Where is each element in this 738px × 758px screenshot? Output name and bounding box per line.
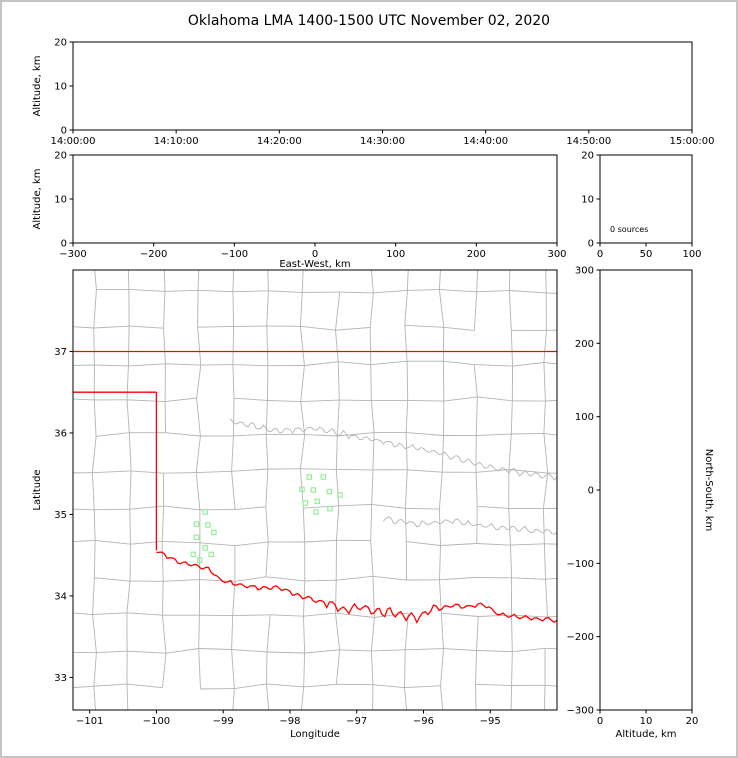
svg-text:−99: −99 bbox=[213, 716, 234, 727]
lma-source-point bbox=[310, 487, 317, 493]
svg-text:14:40:00: 14:40:00 bbox=[463, 136, 508, 147]
svg-text:14:10:00: 14:10:00 bbox=[154, 136, 199, 147]
source-count-annotation: 0 sources bbox=[610, 225, 648, 234]
svg-text:East-West, km: East-West, km bbox=[279, 259, 350, 270]
svg-text:20: 20 bbox=[581, 151, 594, 162]
svg-text:36: 36 bbox=[54, 428, 67, 439]
lma-source-point bbox=[211, 529, 217, 536]
panel-altitude-vs-north-south bbox=[599, 269, 693, 711]
panel-altitude-vs-east-west bbox=[72, 154, 558, 244]
lma-source-point bbox=[302, 500, 309, 506]
figure-title: Oklahoma LMA 1400-1500 UTC November 02, … bbox=[187, 13, 551, 29]
svg-text:10: 10 bbox=[581, 195, 594, 206]
svg-text:0: 0 bbox=[61, 239, 67, 250]
svg-text:100: 100 bbox=[575, 412, 594, 423]
svg-text:37: 37 bbox=[54, 347, 67, 358]
lma-source-point bbox=[202, 545, 208, 551]
svg-text:0: 0 bbox=[312, 249, 318, 260]
svg-text:−101: −101 bbox=[76, 716, 103, 727]
map-layers bbox=[73, 270, 557, 710]
lma-source-point bbox=[327, 505, 333, 512]
svg-text:14:50:00: 14:50:00 bbox=[566, 136, 611, 147]
lma-source-point bbox=[197, 557, 203, 563]
lma-source-point bbox=[190, 551, 196, 558]
svg-text:14:20:00: 14:20:00 bbox=[257, 136, 302, 147]
svg-text:North-South, km: North-South, km bbox=[703, 449, 714, 532]
svg-text:0: 0 bbox=[597, 249, 603, 260]
svg-text:Longitude: Longitude bbox=[290, 729, 340, 740]
svg-text:−100: −100 bbox=[143, 716, 170, 727]
svg-text:−95: −95 bbox=[480, 716, 501, 727]
svg-text:−300: −300 bbox=[59, 249, 86, 260]
svg-text:100: 100 bbox=[682, 249, 701, 260]
svg-text:20: 20 bbox=[54, 38, 67, 49]
lma-source-point bbox=[205, 522, 211, 528]
svg-text:−96: −96 bbox=[413, 716, 434, 727]
svg-text:Altitude, km: Altitude, km bbox=[32, 56, 43, 117]
svg-text:−98: −98 bbox=[279, 716, 300, 727]
lma-source-point bbox=[202, 509, 208, 515]
lma-source-point bbox=[299, 486, 305, 492]
svg-text:200: 200 bbox=[467, 249, 486, 260]
svg-text:Altitude, km: Altitude, km bbox=[616, 729, 677, 740]
river-lines bbox=[229, 418, 557, 535]
lma-source-point bbox=[306, 474, 313, 480]
panel-plan-view-map bbox=[72, 269, 558, 711]
svg-text:−100: −100 bbox=[567, 559, 594, 570]
svg-text:−200: −200 bbox=[567, 632, 594, 643]
county-lines bbox=[73, 270, 557, 710]
svg-text:−300: −300 bbox=[567, 706, 594, 717]
lma-source-point bbox=[193, 534, 200, 541]
svg-text:50: 50 bbox=[640, 249, 653, 260]
panel-altitude-vs-time bbox=[72, 41, 693, 131]
svg-text:0: 0 bbox=[588, 239, 594, 250]
svg-text:100: 100 bbox=[386, 249, 405, 260]
svg-text:33: 33 bbox=[54, 673, 67, 684]
svg-text:10: 10 bbox=[54, 82, 67, 93]
svg-text:14:00:00: 14:00:00 bbox=[51, 136, 96, 147]
svg-text:34: 34 bbox=[54, 591, 67, 602]
svg-text:10: 10 bbox=[54, 195, 67, 206]
panel-source-histogram bbox=[599, 154, 693, 244]
lma-source-point bbox=[320, 474, 327, 480]
svg-text:200: 200 bbox=[575, 339, 594, 350]
svg-text:−97: −97 bbox=[346, 716, 367, 727]
svg-text:20: 20 bbox=[686, 716, 699, 727]
svg-text:35: 35 bbox=[54, 510, 67, 521]
lma-source-point bbox=[326, 488, 333, 495]
svg-text:Altitude, km: Altitude, km bbox=[32, 169, 43, 230]
svg-text:0: 0 bbox=[61, 126, 67, 137]
oklahoma-state-border bbox=[73, 350, 557, 624]
lma-source-point bbox=[208, 551, 214, 558]
lma-source-markers bbox=[190, 474, 343, 563]
svg-text:300: 300 bbox=[547, 249, 566, 260]
lma-source-point bbox=[193, 521, 200, 527]
svg-text:300: 300 bbox=[575, 266, 594, 277]
lma-source-point bbox=[337, 492, 343, 498]
svg-text:14:30:00: 14:30:00 bbox=[360, 136, 405, 147]
svg-text:Latitude: Latitude bbox=[32, 469, 43, 510]
svg-text:10: 10 bbox=[640, 716, 653, 727]
svg-text:15:00:00: 15:00:00 bbox=[670, 136, 715, 147]
svg-text:−100: −100 bbox=[221, 249, 248, 260]
lma-source-point bbox=[314, 498, 321, 505]
svg-text:0: 0 bbox=[597, 716, 603, 727]
lma-source-point bbox=[313, 509, 319, 515]
svg-text:−200: −200 bbox=[140, 249, 167, 260]
svg-text:0: 0 bbox=[588, 486, 594, 497]
svg-text:20: 20 bbox=[54, 151, 67, 162]
